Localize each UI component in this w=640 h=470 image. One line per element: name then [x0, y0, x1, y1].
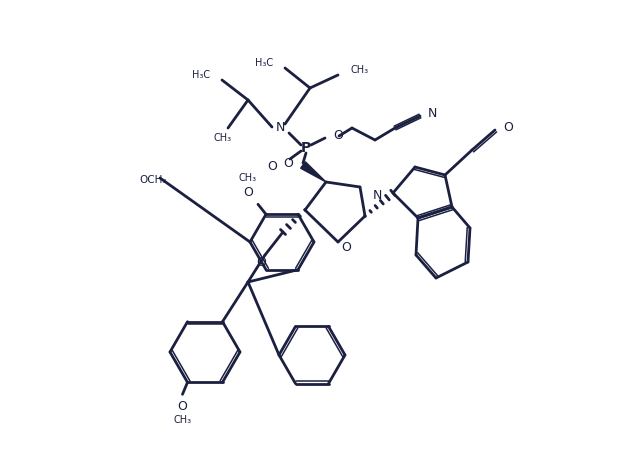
Text: N: N	[372, 188, 382, 202]
Text: O: O	[341, 241, 351, 253]
Text: O: O	[283, 157, 293, 170]
Text: O: O	[333, 128, 343, 141]
Text: OCH₃: OCH₃	[140, 175, 167, 185]
Text: CH₃: CH₃	[173, 415, 191, 425]
Text: CH₃: CH₃	[350, 65, 368, 75]
Text: H₃C: H₃C	[192, 70, 210, 80]
Text: O: O	[503, 120, 513, 133]
Text: CH₃: CH₃	[214, 133, 232, 143]
Text: P: P	[301, 141, 311, 155]
Polygon shape	[301, 162, 326, 182]
Text: O: O	[243, 186, 253, 199]
Text: O: O	[177, 400, 188, 413]
Text: O: O	[267, 159, 277, 172]
Text: H₃C: H₃C	[255, 58, 273, 68]
Text: N: N	[275, 120, 285, 133]
Text: CH₃: CH₃	[239, 173, 257, 183]
Text: O: O	[256, 256, 266, 268]
Text: N: N	[428, 107, 437, 119]
